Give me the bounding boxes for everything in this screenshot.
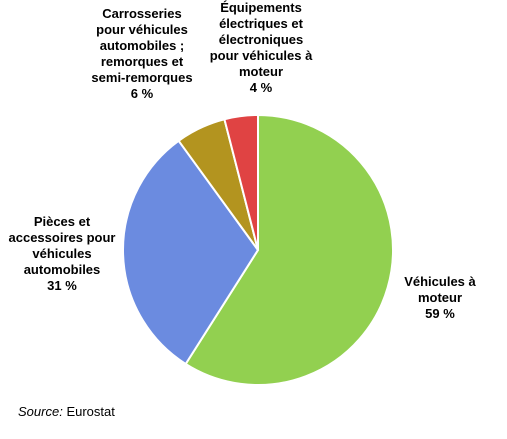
category-label: Véhicules à moteur [404,274,476,305]
slice-label: Pièces et accessoires pour véhicules aut… [6,214,118,294]
value-label: 59 % [425,306,455,321]
category-label: Équipements électriques et électroniques… [209,0,313,79]
pie-slice [184,113,394,386]
slice-label: Véhicules à moteur 59 % [393,274,488,322]
category-label: Pièces et accessoires pour véhicules aut… [8,214,116,277]
slice-label: Équipements électriques et électroniques… [205,0,317,96]
value-label: 31 % [47,278,77,293]
slice-label: Carrosseries pour véhicules automobiles … [87,6,197,102]
pie-slice [122,139,260,366]
value-label: 6 % [130,86,154,101]
pie-slice [223,113,259,251]
source-text: Eurostat [66,404,115,419]
category-label: Carrosseries pour véhicules automobiles … [91,6,193,85]
value-label: 4 % [249,80,273,95]
source-label: Source: [18,404,63,419]
source: Source: Eurostat [18,404,115,419]
